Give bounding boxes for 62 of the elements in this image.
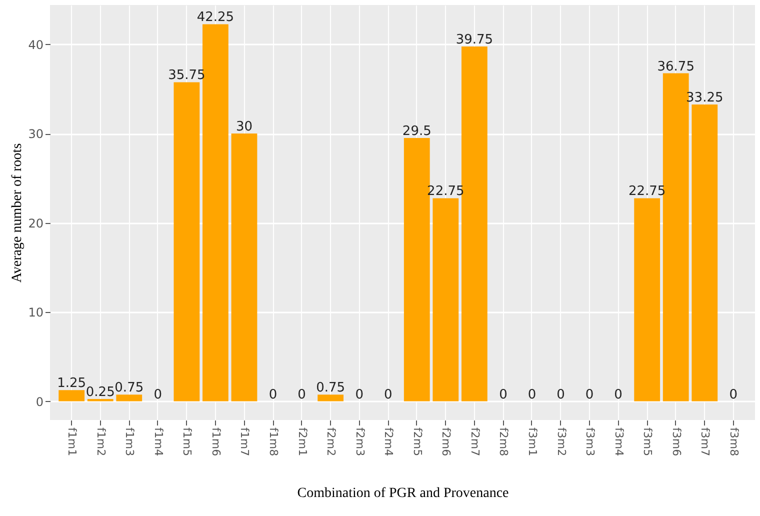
data-label: 0 (384, 387, 392, 402)
x-tick-label: f1m7 (238, 428, 252, 456)
data-label: 0 (268, 387, 278, 402)
bar (202, 24, 228, 402)
x-tick-label: f2m4 (382, 428, 396, 456)
data-label: 36.75 (657, 59, 694, 74)
bar (404, 138, 430, 402)
data-label: 0 (585, 387, 594, 402)
x-tick-label: f1m2 (94, 428, 108, 456)
data-label: 1.25 (57, 376, 86, 392)
x-tick-label: f1m4 (152, 428, 165, 456)
x-tick-label: f1m8 (267, 428, 280, 456)
bar (692, 104, 718, 402)
data-label: 0.75 (114, 380, 144, 396)
x-tick-label: f3m1 (526, 428, 539, 456)
x-tick-label: f3m2 (554, 428, 568, 456)
y-tick-label: 0 (36, 394, 44, 409)
x-tick-label: f3m6 (670, 428, 683, 456)
x-tick-label: f3m3 (584, 428, 597, 456)
bar (174, 82, 200, 402)
x-tick-label: f2m5 (410, 428, 424, 456)
x-tick-label: f2m7 (468, 428, 482, 456)
data-label: 0 (355, 387, 364, 402)
y-tick-label: 10 (28, 306, 44, 320)
x-tick-label: f2m1 (296, 428, 309, 456)
data-label: 0 (729, 387, 738, 402)
data-label: 0 (528, 387, 536, 402)
y-axis-title: Average number of roots (10, 143, 26, 283)
bar (432, 198, 459, 402)
bar (58, 390, 85, 402)
x-tick-label: f1m6 (209, 428, 222, 456)
x-tick-label: f3m4 (612, 428, 626, 456)
data-label: 29.5 (402, 124, 432, 139)
x-tick-label: f2m2 (324, 428, 338, 456)
x-tick-label: f2m8 (497, 428, 510, 456)
data-label: 0 (298, 387, 306, 402)
bar (634, 198, 660, 402)
data-label: 30 (236, 120, 253, 135)
x-tick-label: f1m1 (66, 428, 79, 456)
y-tick-label: 40 (28, 38, 44, 52)
bar (318, 394, 344, 402)
data-label: 0 (556, 387, 565, 402)
y-tick-label: 30 (28, 127, 44, 142)
x-tick-label: f3m5 (641, 428, 654, 456)
data-label: 0 (614, 387, 622, 402)
x-tick-label: f2m3 (353, 428, 366, 456)
data-label: 42.25 (196, 10, 234, 26)
x-tick-label: f2m6 (440, 428, 453, 456)
bar (662, 73, 689, 402)
bar (116, 394, 142, 402)
x-tick-label: f1m3 (123, 428, 136, 456)
y-tick-label: 20 (28, 216, 44, 230)
x-axis-title: Combination of PGR and Provenance (297, 486, 509, 502)
data-label: 0.25 (86, 385, 115, 400)
x-tick-label: f3m7 (698, 428, 712, 456)
bar (231, 134, 258, 402)
data-label: 39.75 (456, 32, 494, 48)
x-tick-label: f3m8 (727, 428, 740, 456)
data-label: 0 (499, 387, 508, 402)
data-label: 0.75 (316, 380, 346, 396)
data-label: 0 (154, 387, 162, 402)
x-tick-label: f1m5 (180, 428, 194, 456)
